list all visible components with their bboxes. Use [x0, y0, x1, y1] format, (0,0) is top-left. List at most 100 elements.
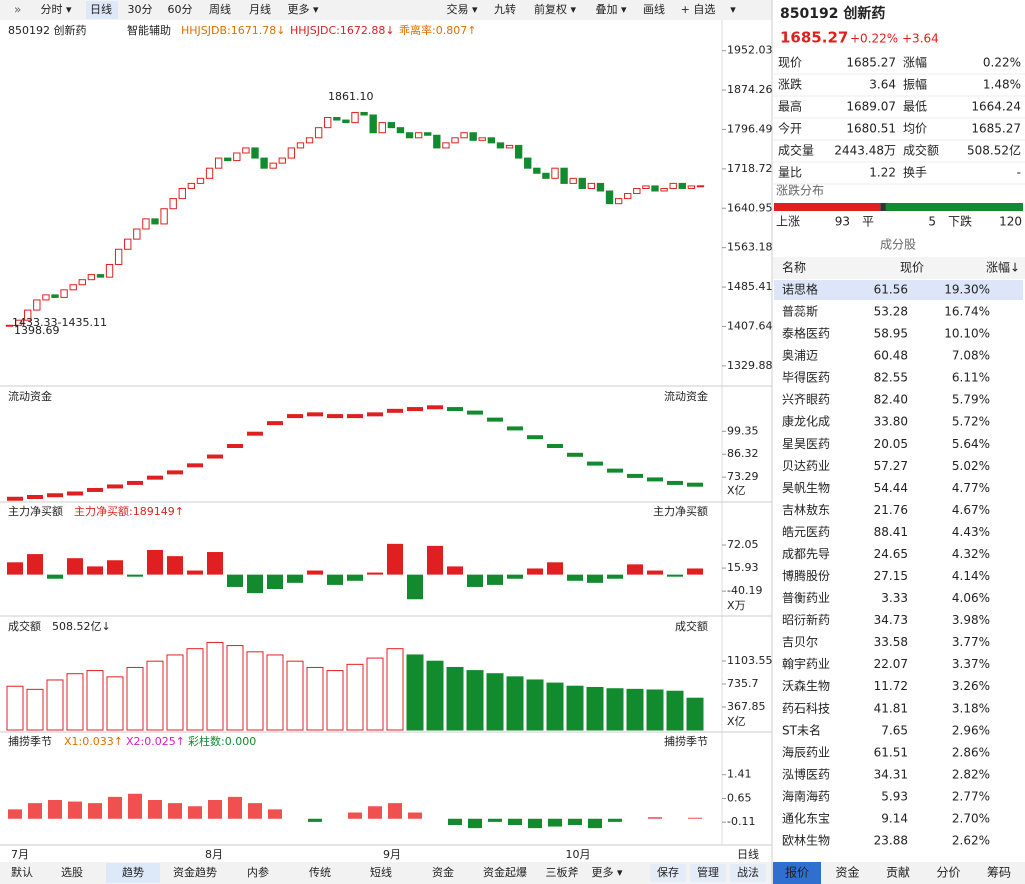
flow-mark: [367, 412, 383, 417]
dist-label: 下跌: [948, 214, 972, 229]
stock-price: 34.31: [874, 767, 908, 781]
stock-name[interactable]: 沃森生物: [782, 678, 830, 693]
quote-tab[interactable]: 分价: [936, 866, 960, 880]
volume-bar: [206, 641, 224, 731]
stock-name[interactable]: 康龙化成: [782, 414, 830, 429]
stock-price: 27.15: [874, 569, 908, 583]
toolbar-button[interactable]: 60分: [168, 3, 193, 16]
volume-bar: [586, 686, 604, 731]
stock-name[interactable]: 昊帆生物: [782, 480, 830, 495]
toolbar-button[interactable]: 更多 ▾: [287, 2, 318, 16]
stock-name[interactable]: 海辰药业: [782, 744, 830, 759]
bottom-tab[interactable]: 战法: [737, 865, 759, 879]
candle: [133, 228, 141, 240]
stock-name[interactable]: 诺思格: [782, 282, 818, 297]
volume-bar: [566, 685, 584, 731]
toolbar-button[interactable]: 交易 ▾: [446, 2, 477, 16]
ind3: 乖离率:0.807↑: [399, 23, 476, 37]
bottom-tab[interactable]: 默认: [11, 866, 33, 879]
quote-cell: 1664.24: [971, 100, 1021, 114]
col-header[interactable]: 涨幅↓: [986, 260, 1020, 275]
toolbar-button[interactable]: 日线: [90, 2, 112, 16]
bottom-tab[interactable]: 更多 ▾: [591, 865, 622, 879]
stock-price: 82.40: [874, 393, 908, 407]
stock-name[interactable]: 昭衍新药: [782, 612, 830, 627]
toolbar-button[interactable]: + 自选: [681, 3, 716, 16]
net-bar: [207, 552, 223, 575]
stock-name[interactable]: 欧林生物: [782, 834, 830, 848]
quote-tab[interactable]: 报价: [785, 865, 809, 880]
bottom-tab[interactable]: 资金起爆: [483, 865, 527, 879]
net-bar: [327, 574, 343, 585]
bottom-tab[interactable]: 资金趋势: [173, 865, 217, 879]
quote-cell: 成交额: [903, 143, 939, 158]
bottom-tab[interactable]: 内参: [247, 865, 269, 879]
stock-name[interactable]: 普蕊斯: [782, 305, 818, 319]
quote-tab[interactable]: 筹码: [987, 866, 1011, 880]
toolbar-button[interactable]: 叠加 ▾: [595, 3, 626, 16]
bottom-tab[interactable]: 管理: [697, 865, 719, 879]
stock-name[interactable]: 吉贝尔: [782, 634, 818, 649]
candle: [405, 132, 414, 139]
stock-name[interactable]: 博腾股份: [782, 568, 830, 583]
flow-mark: [47, 493, 63, 498]
candle: [578, 177, 586, 189]
candle: [96, 274, 105, 278]
stock-price: 3.33: [881, 591, 908, 605]
y-tick-label: 1103.55: [727, 654, 773, 667]
toolbar-button[interactable]: 分时 ▾: [40, 3, 71, 16]
stock-name[interactable]: 奥浦迈: [782, 349, 818, 363]
bottom-tab[interactable]: 选股: [61, 866, 83, 879]
stock-name[interactable]: 泓博医药: [782, 766, 830, 781]
stock-name[interactable]: 翰宇药业: [782, 656, 830, 671]
stock-name[interactable]: 兴齐眼药: [782, 392, 830, 407]
stock-name[interactable]: 星昊医药: [782, 437, 830, 451]
net-bar: [367, 572, 383, 575]
stock-name[interactable]: 皓元医药: [782, 525, 830, 539]
net-bar: [667, 574, 683, 577]
bottom-tab[interactable]: 保存: [657, 865, 679, 879]
stock-pct: 2.70%: [952, 811, 990, 825]
stock-name[interactable]: 普衡药业: [782, 591, 830, 605]
quote-tab[interactable]: 资金: [835, 865, 859, 880]
bottom-tab[interactable]: 短线: [370, 865, 392, 879]
stock-name[interactable]: 药石科技: [782, 701, 830, 715]
stock-name[interactable]: 通化东宝: [782, 811, 830, 825]
candle: [696, 185, 705, 188]
toolbar-button[interactable]: 画线: [643, 2, 665, 16]
quote-tab[interactable]: 贡献: [886, 865, 910, 880]
candle: [324, 117, 332, 129]
toolbar-button[interactable]: 30分: [128, 3, 153, 16]
stock-name[interactable]: ST未名: [782, 722, 821, 737]
bottom-tab[interactable]: 传统: [309, 866, 331, 879]
stock-name[interactable]: 成都先导: [782, 547, 830, 561]
assist[interactable]: 智能辅助: [127, 23, 171, 37]
bottom-tab[interactable]: 资金: [432, 865, 454, 879]
stock-name[interactable]: 毕得医药: [782, 370, 830, 385]
quote-cell: 508.52亿: [967, 143, 1021, 158]
flow-mark: [567, 452, 583, 457]
menu-icon[interactable]: »: [14, 3, 21, 17]
stock-name[interactable]: 吉林敖东: [782, 502, 830, 517]
candle: [51, 294, 59, 298]
row-selected: [774, 280, 1023, 300]
stock-price: 41.81: [874, 701, 908, 715]
stock-name[interactable]: 海南海药: [782, 788, 830, 803]
stock-name[interactable]: 泰格医药: [782, 326, 830, 341]
net-bar: [227, 574, 243, 587]
flow-mark: [287, 414, 303, 419]
net-bar: [187, 570, 203, 575]
toolbar-button[interactable]: 月线: [249, 2, 271, 16]
candle: [378, 122, 386, 134]
low-label: 1398.69: [14, 324, 60, 337]
toolbar-button[interactable]: 前复权 ▾: [534, 2, 576, 16]
header-bg: [773, 257, 1025, 279]
toolbar-button[interactable]: 周线: [209, 2, 231, 16]
bottom-tab[interactable]: 趋势: [122, 866, 144, 879]
stock-name[interactable]: 贝达药业: [782, 459, 830, 473]
stock-price: 34.73: [874, 613, 908, 627]
season-bar: [368, 806, 382, 819]
bottom-tab[interactable]: 三板斧: [546, 865, 579, 879]
toolbar-button[interactable]: 九转: [494, 2, 516, 16]
toolbar-button[interactable]: ▾: [730, 3, 736, 16]
